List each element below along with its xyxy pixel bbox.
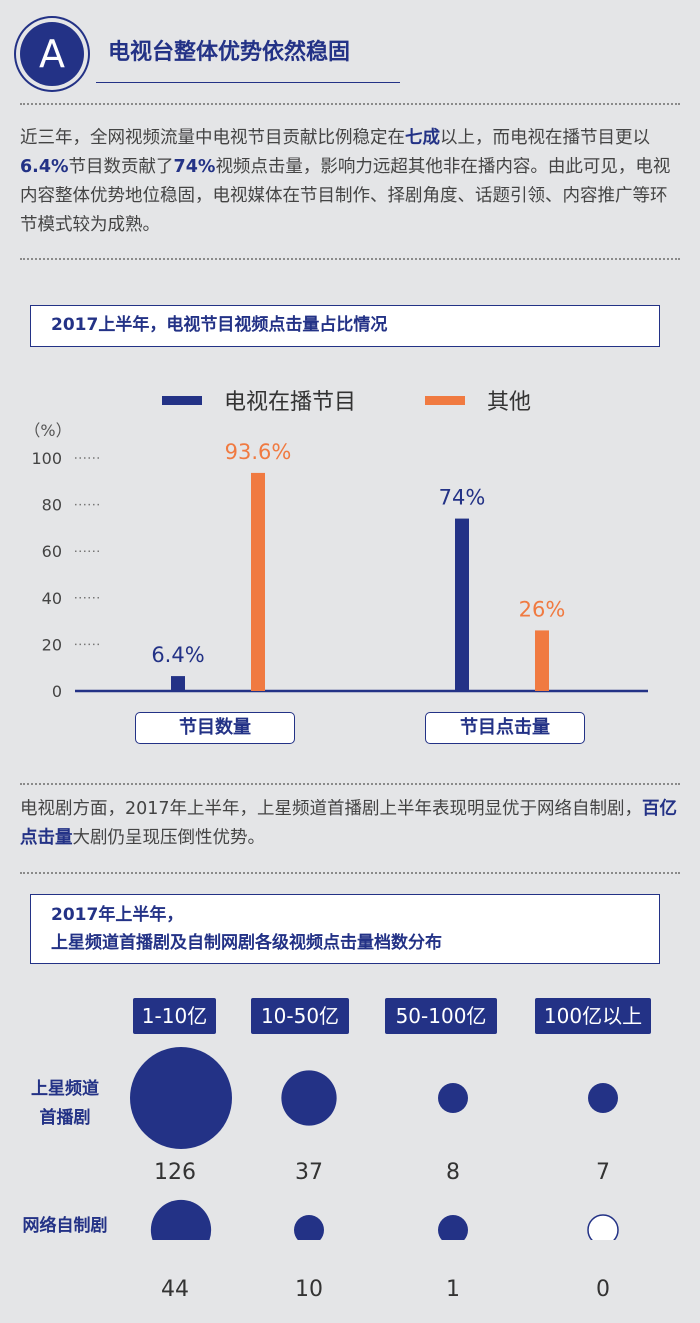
divider [20,258,680,260]
bubble-column-100plus: 100亿以上 [535,998,651,1034]
category-label-count: 节目数量 [135,712,295,744]
bubble-column-50-100: 50-100亿 [385,998,497,1034]
count-web-2: 10 [295,1277,323,1302]
y-tick-label: 40 [42,589,62,608]
y-tick-label: 100 [31,449,62,468]
row-label-satellite: 上星频道 首播剧 [31,1079,99,1128]
divider [20,103,680,105]
y-tick-label: 60 [42,542,62,561]
y-tick-label: 80 [42,496,62,515]
chart1-title: 2017上半年，电视节目视频点击量占比情况 [30,305,660,347]
bar-chart: （%） 100 80 60 40 20 0 6.4% 74% 93.6% 26% [24,421,648,701]
section-title: 电视台整体优势依然稳固 [108,40,351,65]
intro-paragraph: 近三年，全网视频流量中电视节目贡献比例稳定在七成以上，而电视在播节目更以6.4%… [20,128,671,235]
bubble-0-1 [281,1070,337,1126]
title-underline [96,82,400,83]
divider [20,783,680,785]
bubble-1-2 [438,1215,468,1240]
bubble-column-10-50: 10-50亿 [251,998,349,1034]
bubble-column-1-10: 1-10亿 [133,998,216,1034]
count-satellite-1: 126 [154,1160,196,1185]
bubble-1-1 [294,1215,324,1240]
bubble-0-2 [438,1083,468,1113]
y-tick-label: 0 [52,682,62,701]
legend-swatch-tv [162,395,202,405]
section-badge: A [20,22,84,86]
chart2-title: 2017年上半年， 上星频道首播剧及自制网剧各级视频点击量档数分布 [30,894,660,964]
count-web-1: 44 [161,1277,189,1302]
bar-other-1 [535,630,549,691]
row-label-web: 网络自制剧 [22,1216,108,1236]
bar-tv-1 [455,518,469,691]
bar-tv-0 [171,676,185,691]
count-web-4: 0 [596,1277,610,1302]
y-unit-label: （%） [24,421,71,440]
middle-paragraph: 电视剧方面，2017年上半年，上星频道首播剧上半年表现明显优于网络自制剧，百亿点… [20,799,678,848]
count-satellite-4: 7 [596,1160,610,1185]
legend-swatch-other [425,395,465,405]
legend-tv: 电视在播节目 [162,384,356,416]
bubble-1-0 [150,1199,212,1240]
bar-value-label: 6.4% [151,643,204,667]
bubble-0-0 [130,1047,232,1149]
bar-other-0 [251,472,265,691]
count-satellite-3: 8 [446,1160,460,1185]
bar-value-label: 26% [519,597,566,621]
bar-value-label: 93.6% [225,440,292,464]
count-web-3: 1 [446,1277,460,1302]
bubble-empty-1-3 [587,1214,619,1240]
bubble-chart [130,1047,619,1240]
bubble-0-3 [588,1083,618,1113]
y-tick-label: 20 [42,635,62,654]
bar-value-label: 74% [439,486,486,510]
legend-other: 其他 [425,384,531,416]
count-satellite-2: 37 [295,1160,323,1185]
category-label-clicks: 节目点击量 [425,712,585,744]
divider [20,872,680,874]
